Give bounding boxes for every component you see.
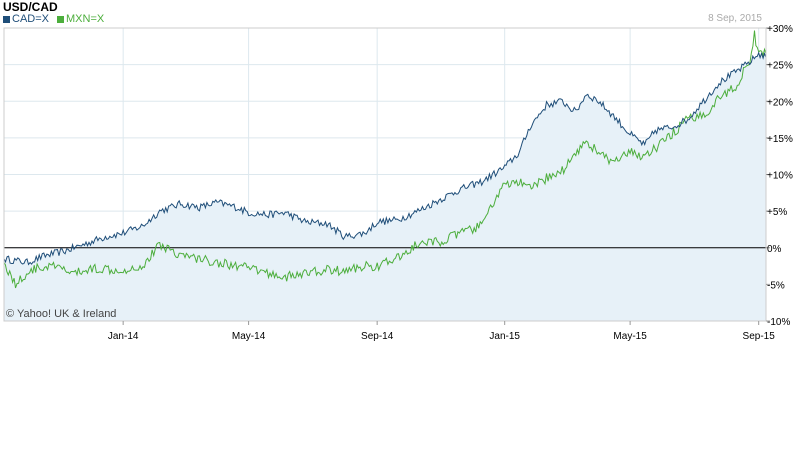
copyright-text: © Yahoo! UK & Ireland bbox=[6, 308, 116, 320]
cad-fill-area bbox=[4, 52, 766, 322]
y-tick-label: +5% bbox=[767, 207, 787, 218]
y-tick-label: 0% bbox=[767, 244, 782, 255]
y-tick-label: +20% bbox=[767, 97, 793, 108]
legend-item-cad[interactable]: CAD=X bbox=[3, 13, 49, 25]
legend-item-mxn[interactable]: MXN=X bbox=[57, 13, 104, 25]
y-tick-label: -10% bbox=[767, 317, 790, 328]
y-tick-label: +30% bbox=[767, 24, 793, 35]
legend-label-cad: CAD=X bbox=[12, 13, 49, 25]
chart-title: USD/CAD bbox=[3, 0, 58, 14]
x-tick-label: May-15 bbox=[613, 331, 647, 342]
x-tick-label: Jan-15 bbox=[489, 331, 520, 342]
x-tick-label: Sep-14 bbox=[361, 331, 394, 342]
x-tick-label: Sep-15 bbox=[743, 331, 776, 342]
y-tick-label: +15% bbox=[767, 134, 793, 145]
y-tick-label: +25% bbox=[767, 61, 793, 72]
date-stamp: 8 Sep, 2015 bbox=[708, 13, 762, 24]
y-tick-label: -5% bbox=[767, 280, 785, 291]
legend-label-mxn: MXN=X bbox=[66, 13, 105, 25]
legend: CAD=X MXN=X bbox=[3, 13, 104, 25]
x-tick-label: May-14 bbox=[232, 331, 266, 342]
x-tick-label: Jan-14 bbox=[108, 331, 139, 342]
y-tick-label: +10% bbox=[767, 171, 793, 182]
y-axis: +30% +25% +20% +15% +10% +5% 0% -5% -10% bbox=[766, 24, 793, 328]
legend-swatch-mxn bbox=[57, 15, 64, 23]
x-axis: Jan-14 May-14 Sep-14 Jan-15 May-15 Sep-15 bbox=[108, 321, 775, 342]
series-line-mxn bbox=[3, 30, 767, 289]
legend-swatch-cad bbox=[3, 15, 10, 23]
series-line-cad bbox=[3, 51, 767, 266]
